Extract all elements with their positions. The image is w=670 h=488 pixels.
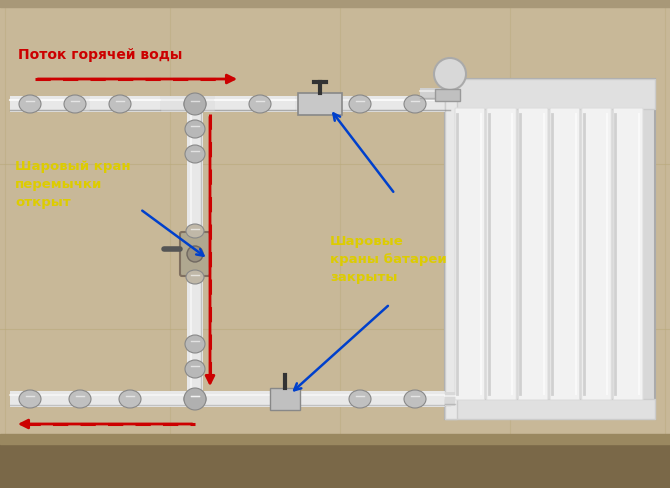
- Ellipse shape: [119, 390, 141, 408]
- Bar: [420, 89, 455, 101]
- FancyBboxPatch shape: [582, 109, 611, 400]
- Bar: [445, 80, 655, 110]
- Ellipse shape: [299, 96, 321, 114]
- Bar: [0, 439, 670, 488]
- Ellipse shape: [185, 121, 205, 139]
- Bar: [0, 434, 670, 444]
- Ellipse shape: [185, 146, 205, 163]
- Text: Шаровый кран
перемычки
открыт: Шаровый кран перемычки открыт: [15, 160, 131, 208]
- Bar: [90, 97, 160, 113]
- Ellipse shape: [184, 388, 206, 410]
- Text: Поток горячей воды: Поток горячей воды: [18, 48, 182, 62]
- Bar: [10, 391, 450, 407]
- Ellipse shape: [185, 335, 205, 353]
- Bar: [10, 97, 450, 113]
- Bar: [445, 80, 655, 419]
- Ellipse shape: [64, 96, 86, 114]
- Ellipse shape: [19, 390, 41, 408]
- Ellipse shape: [404, 390, 426, 408]
- FancyBboxPatch shape: [550, 109, 580, 400]
- Circle shape: [187, 246, 203, 263]
- Bar: [270, 388, 300, 410]
- Bar: [445, 392, 455, 406]
- Ellipse shape: [184, 390, 206, 408]
- Ellipse shape: [109, 96, 131, 114]
- Bar: [298, 94, 342, 116]
- Ellipse shape: [184, 96, 206, 114]
- Bar: [435, 90, 460, 102]
- Ellipse shape: [249, 96, 271, 114]
- Bar: [10, 97, 75, 113]
- FancyBboxPatch shape: [180, 232, 210, 276]
- Ellipse shape: [404, 96, 426, 114]
- FancyBboxPatch shape: [486, 109, 517, 400]
- Ellipse shape: [349, 96, 371, 114]
- Bar: [187, 105, 203, 399]
- FancyBboxPatch shape: [613, 109, 643, 400]
- Bar: [445, 80, 457, 419]
- FancyBboxPatch shape: [455, 109, 484, 400]
- Ellipse shape: [69, 390, 91, 408]
- Bar: [445, 399, 655, 419]
- Ellipse shape: [186, 270, 204, 285]
- Ellipse shape: [274, 390, 296, 408]
- Ellipse shape: [184, 94, 206, 116]
- Ellipse shape: [349, 390, 371, 408]
- Text: Шаровые
краны батареи
закрыты: Шаровые краны батареи закрыты: [330, 235, 447, 284]
- Ellipse shape: [185, 360, 205, 378]
- Ellipse shape: [19, 96, 41, 114]
- Bar: [215, 97, 295, 113]
- Bar: [0, 0, 670, 8]
- Circle shape: [434, 59, 466, 91]
- Bar: [355, 97, 450, 113]
- FancyBboxPatch shape: [519, 109, 548, 400]
- Ellipse shape: [186, 224, 204, 239]
